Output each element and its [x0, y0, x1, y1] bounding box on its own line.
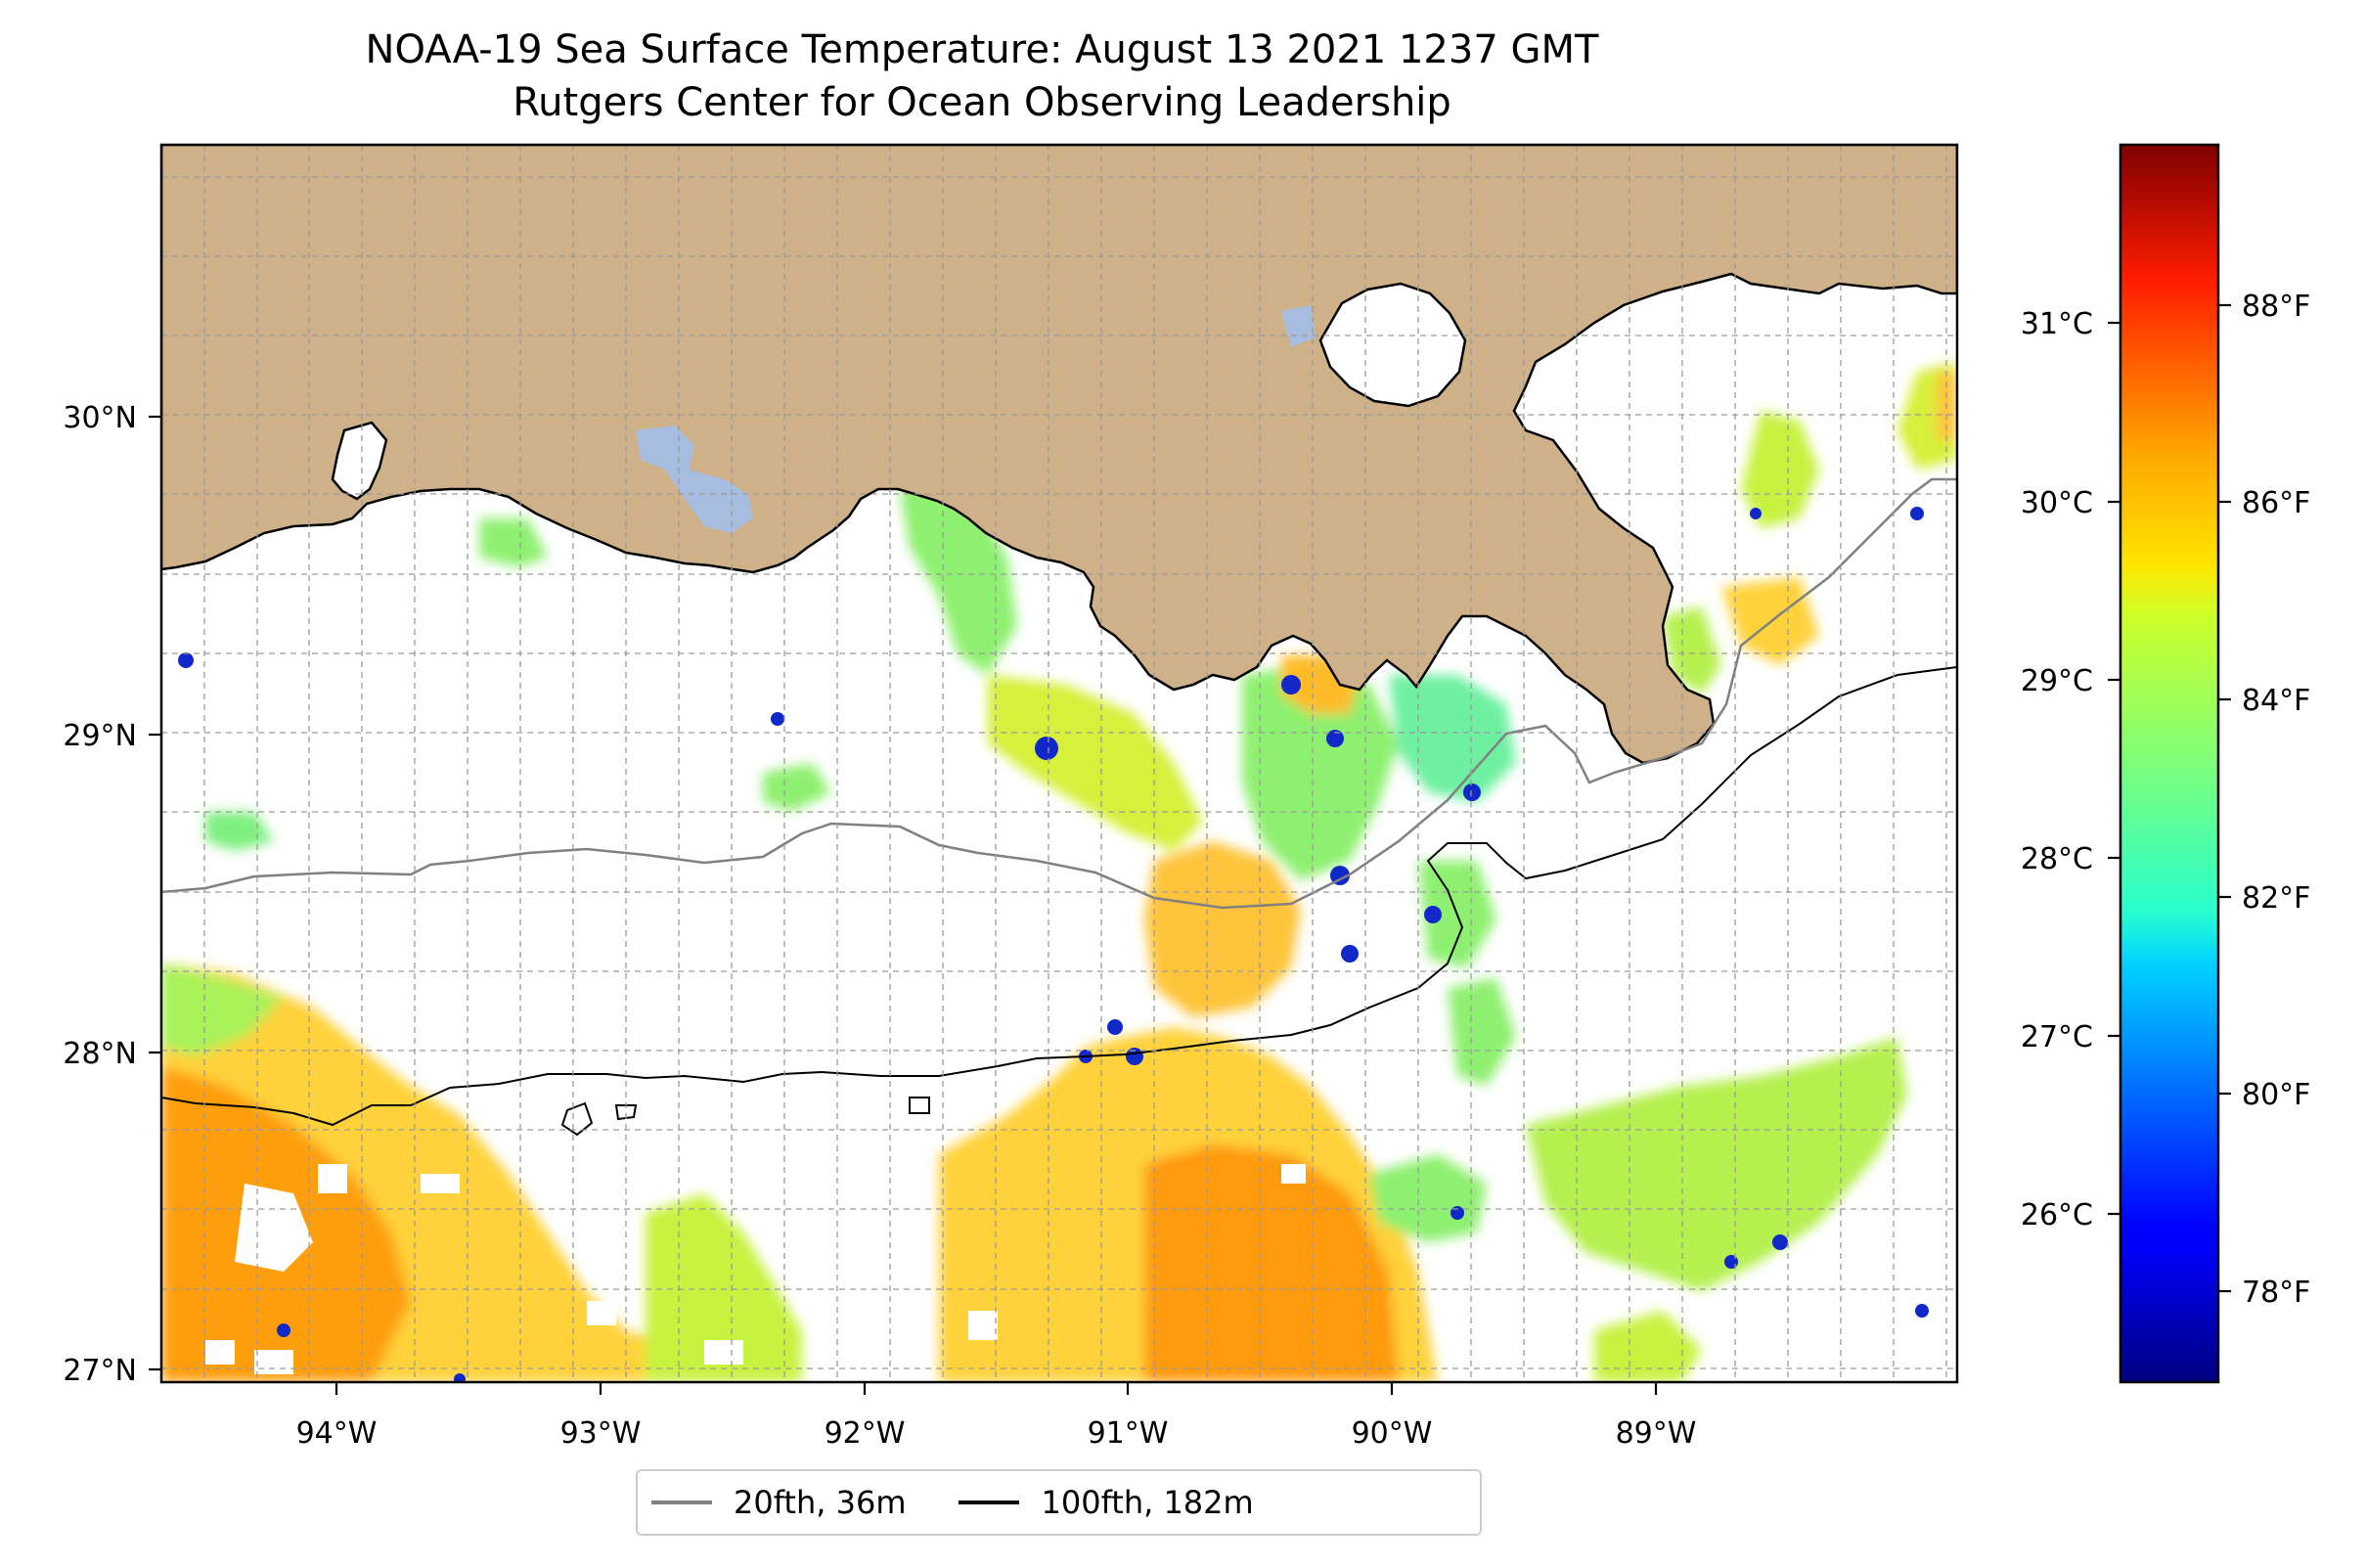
lon-tick-label: 89°W: [1616, 1416, 1697, 1451]
lat-tick-label: 29°N: [63, 719, 137, 753]
island-outline: [560, 1097, 930, 1137]
colorbar: 31°C 30°C 29°C 28°C 27°C 26°C 88°F 86°F …: [2021, 143, 2310, 1384]
fahrenheit-tick-label: 78°F: [2242, 1276, 2310, 1310]
lon-tick-label: 90°W: [1352, 1416, 1433, 1451]
lon-tick-labels: 94°W 93°W 92°W 91°W 90°W 89°W: [296, 1416, 1697, 1451]
lat-tick-labels: 30°N 29°N 28°N 27°N: [63, 401, 137, 1388]
celsius-tick-label: 26°C: [2021, 1198, 2093, 1232]
celsius-tick-label: 31°C: [2021, 307, 2093, 341]
map-frame: [159, 143, 1959, 1384]
map-area: [161, 145, 1957, 1382]
lake-calcasieu: [331, 421, 388, 501]
land-louisiana-coast: [161, 145, 1957, 765]
fahrenheit-tick-label: 84°F: [2242, 684, 2310, 718]
legend-line-black: [959, 1501, 1020, 1504]
fahrenheit-tick-label: 82°F: [2242, 881, 2310, 916]
contour-100fth: [161, 666, 1957, 1127]
lon-tick-label: 92°W: [825, 1416, 906, 1451]
legend-label: 100fth, 182m: [1041, 1484, 1254, 1521]
lat-lon-grid: [161, 145, 1957, 1382]
lon-tick-label: 91°W: [1088, 1416, 1169, 1451]
lat-tick-label: 28°N: [63, 1037, 137, 1071]
map-ticks: [149, 415, 1658, 1395]
lake-inland-2: [1281, 305, 1316, 347]
lon-tick-label: 93°W: [560, 1416, 642, 1451]
map-subtitle: Rutgers Center for Ocean Observing Leade…: [513, 80, 1451, 125]
map-title: NOAA-19 Sea Surface Temperature: August …: [365, 27, 1599, 72]
fahrenheit-tick-label: 86°F: [2242, 486, 2310, 520]
lon-tick-label: 94°W: [296, 1416, 378, 1451]
contour-20fth: [161, 477, 1957, 910]
celsius-tick-label: 30°C: [2021, 486, 2093, 520]
data-gaps: [205, 1164, 1306, 1374]
celsius-tick-label: 29°C: [2021, 664, 2093, 698]
legend-item-20fth: 20fth, 36m: [651, 1484, 906, 1521]
celsius-tick-label: 27°C: [2021, 1020, 2093, 1054]
legend-line-gray: [651, 1501, 712, 1504]
fahrenheit-tick-label: 88°F: [2242, 290, 2310, 324]
lat-tick-label: 30°N: [63, 401, 137, 435]
contour-legend: 20fth, 36m 100fth, 182m: [636, 1469, 1482, 1536]
colorbar-gradient: [2119, 143, 2220, 1384]
lake-inland: [636, 426, 753, 533]
lat-tick-label: 27°N: [63, 1354, 137, 1388]
lake-pontchartrain: [1318, 282, 1467, 408]
celsius-tick-label: 28°C: [2021, 842, 2093, 876]
fahrenheit-tick-label: 80°F: [2242, 1078, 2310, 1112]
colorbar-ticks: [2108, 303, 2231, 1293]
legend-label: 20fth, 36m: [734, 1484, 907, 1521]
legend-item-100fth: 100fth, 182m: [959, 1484, 1254, 1521]
